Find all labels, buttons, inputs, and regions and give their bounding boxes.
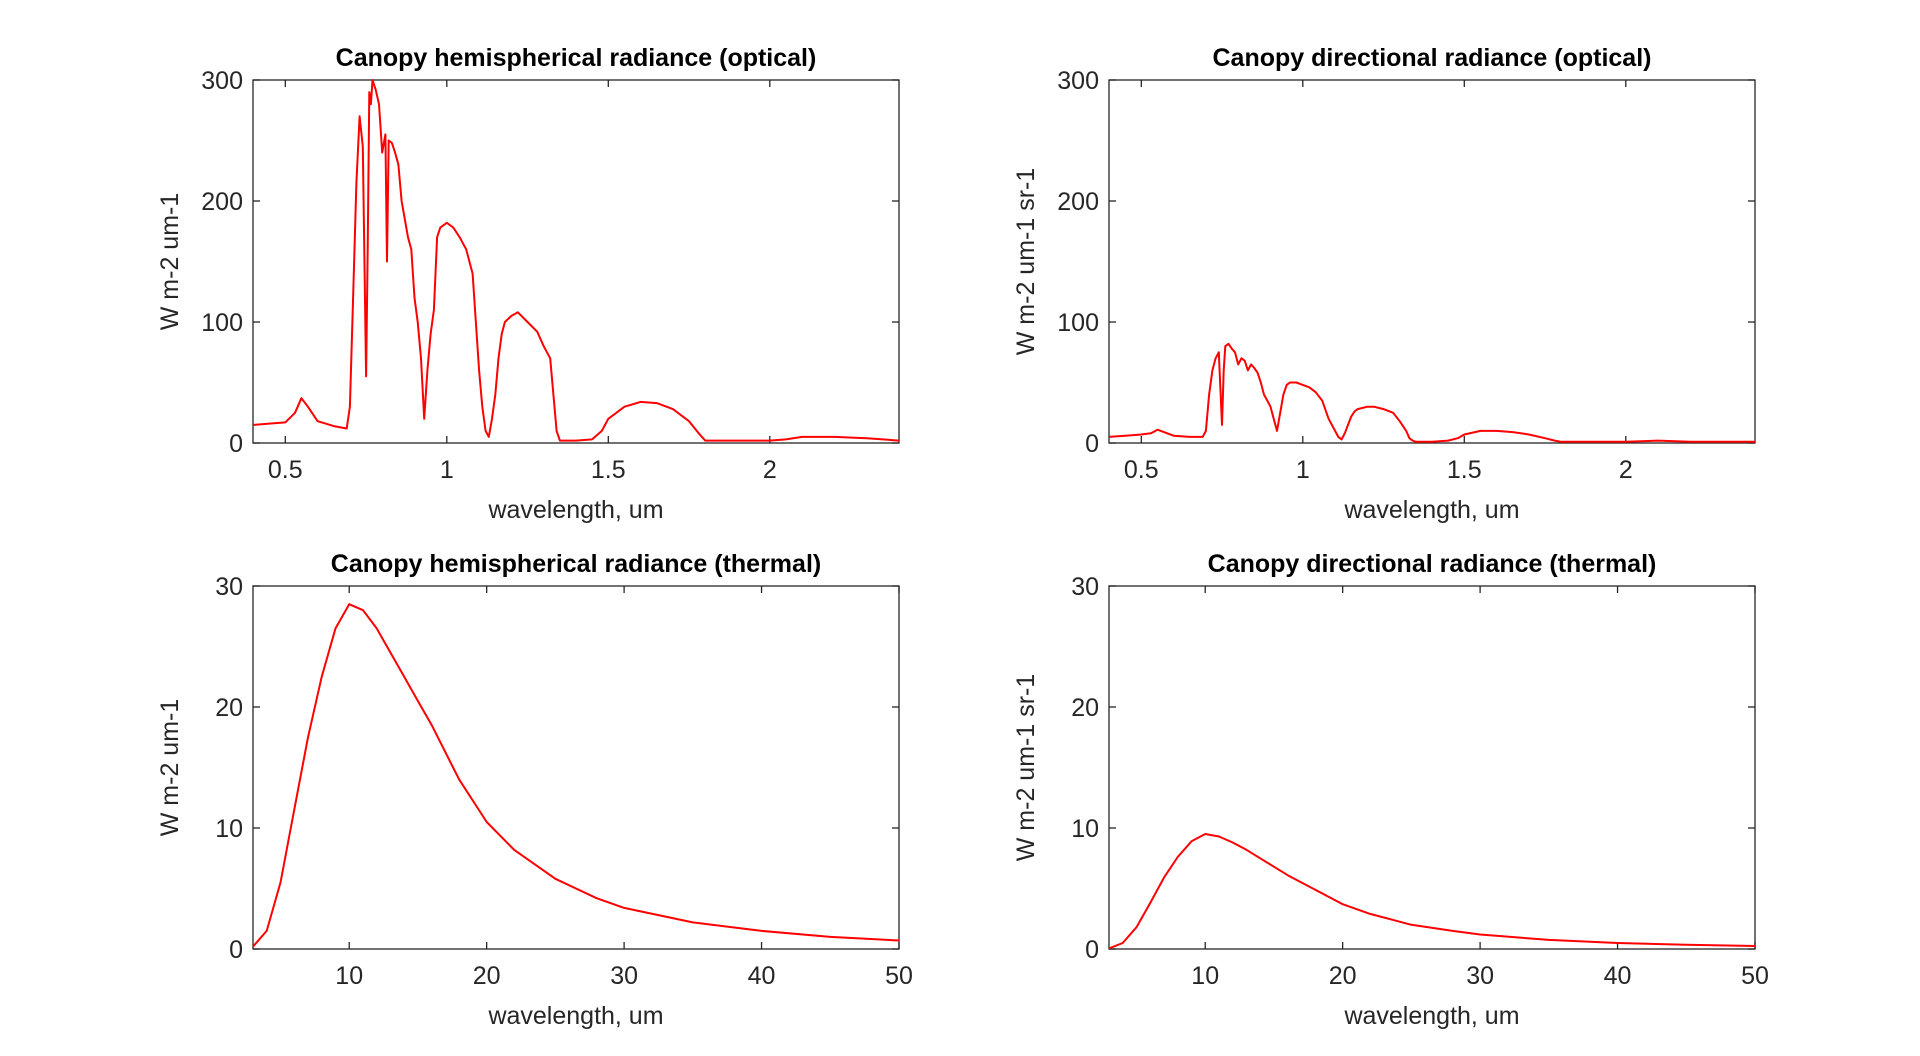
chart-title: Canopy hemispherical radiance (optical) <box>336 44 817 72</box>
x-tick-label: 20 <box>473 962 501 990</box>
x-axis-label: wavelength, um <box>487 1002 663 1030</box>
axes-frame <box>252 79 900 444</box>
series-line <box>252 603 900 948</box>
x-tick-label: 1.5 <box>591 456 626 484</box>
x-tick-label: 10 <box>335 962 363 990</box>
y-axis-label: W m-2 um-1 sr-1 <box>1012 168 1040 356</box>
y-tick-label: 200 <box>201 188 243 216</box>
x-axis-label: wavelength, um <box>487 496 663 524</box>
y-tick-label: 0 <box>1085 936 1099 964</box>
series-line <box>1108 833 1756 950</box>
x-axis-label: wavelength, um <box>1343 496 1519 524</box>
x-tick-label: 0.5 <box>268 456 303 484</box>
x-tick-label: 0.5 <box>1124 456 1159 484</box>
y-axis-label: W m-2 um-1 <box>156 193 184 331</box>
chart-dir-optical: 0.5 1 1.5 2 0 100 200 300 Canopy directional rad… <box>1012 44 1756 524</box>
chart-dir-thermal: 10 20 30 40 50 0 10 20 30 Canopy directional radi… <box>1012 550 1769 1030</box>
chart-hemi-thermal: 10 20 30 40 50 0 10 20 30 Canopy hemispherical ra… <box>156 550 913 1030</box>
axes-frame <box>1108 79 1756 444</box>
series-line <box>252 79 900 442</box>
x-axis-label: wavelength, um <box>1343 1002 1519 1030</box>
y-tick-label: 30 <box>1071 573 1099 601</box>
axes-frame <box>252 585 900 950</box>
chart-title: Canopy hemispherical radiance (thermal) <box>331 550 821 578</box>
x-tick-label: 40 <box>748 962 776 990</box>
x-tick-label: 1 <box>1296 456 1310 484</box>
chart-hemi-optical: 0.5 1 1.5 2 0 100 200 300 Canopy hemispherical r… <box>156 44 900 524</box>
y-tick-label: 100 <box>201 309 243 337</box>
axes-frame <box>1108 585 1756 950</box>
x-tick-label: 2 <box>763 456 777 484</box>
y-tick-label: 30 <box>215 573 243 601</box>
y-tick-label: 100 <box>1057 309 1099 337</box>
y-tick-label: 10 <box>1071 815 1099 843</box>
y-tick-label: 300 <box>201 67 243 95</box>
y-tick-label: 10 <box>215 815 243 843</box>
chart-title: Canopy directional radiance (optical) <box>1213 44 1652 72</box>
x-tick-label: 20 <box>1329 962 1357 990</box>
chart-title: Canopy directional radiance (thermal) <box>1208 550 1657 578</box>
x-tick-label: 1 <box>440 456 454 484</box>
y-tick-label: 200 <box>1057 188 1099 216</box>
y-tick-label: 20 <box>215 694 243 722</box>
y-tick-label: 0 <box>229 936 243 964</box>
y-tick-label: 0 <box>1085 430 1099 458</box>
x-tick-label: 40 <box>1604 962 1632 990</box>
x-tick-label: 1.5 <box>1447 456 1482 484</box>
x-tick-label: 30 <box>1466 962 1494 990</box>
y-tick-label: 20 <box>1071 694 1099 722</box>
series-line <box>1108 342 1755 443</box>
x-tick-label: 50 <box>885 962 913 990</box>
x-tick-label: 2 <box>1619 456 1633 484</box>
x-tick-label: 50 <box>1741 962 1769 990</box>
y-axis-label: W m-2 um-1 sr-1 <box>1012 674 1040 862</box>
y-axis-label: W m-2 um-1 <box>156 699 184 837</box>
x-tick-label: 30 <box>610 962 638 990</box>
y-tick-label: 300 <box>1057 67 1099 95</box>
y-tick-label: 0 <box>229 430 243 458</box>
x-tick-label: 10 <box>1191 962 1219 990</box>
